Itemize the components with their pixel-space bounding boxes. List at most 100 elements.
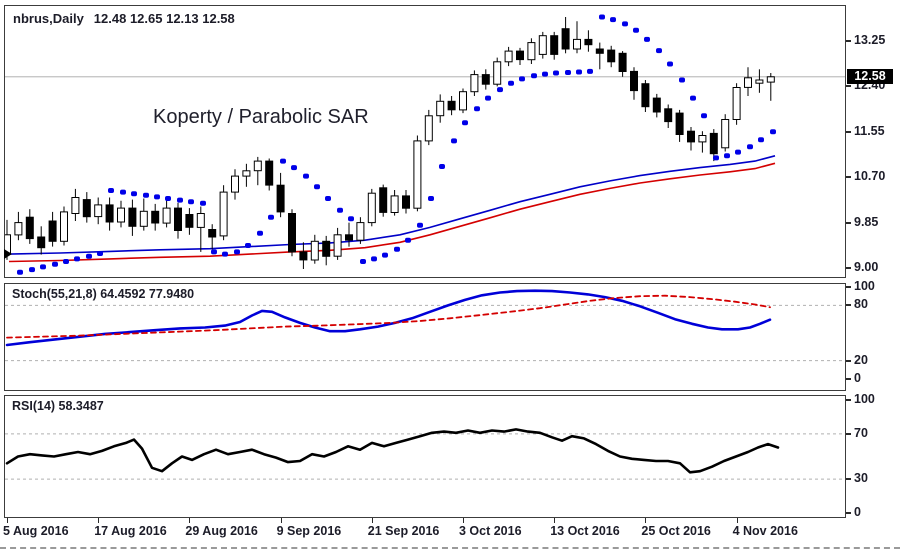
parabolic-sar-dot bbox=[701, 113, 707, 119]
parabolic-sar-dot bbox=[234, 249, 240, 255]
parabolic-sar-dot bbox=[610, 17, 616, 23]
date-tick bbox=[98, 518, 100, 523]
rsi-line bbox=[5, 428, 780, 474]
date-label: 25 Oct 2016 bbox=[641, 524, 711, 538]
candle bbox=[607, 45, 616, 68]
chart-begin-marker bbox=[4, 249, 12, 259]
parabolic-sar-dot bbox=[553, 70, 559, 76]
time-scale-axis[interactable]: 5 Aug 2016 17 Aug 2016 29 Aug 2016 9 Sep 20… bbox=[0, 518, 900, 546]
price-scale-label-tick bbox=[846, 266, 851, 269]
price-scale-label: 13.25 bbox=[854, 33, 886, 47]
candle bbox=[139, 198, 148, 231]
candle bbox=[698, 131, 707, 153]
candle bbox=[151, 203, 160, 231]
candle bbox=[117, 200, 125, 228]
date-tick bbox=[371, 518, 373, 523]
candle bbox=[516, 47, 524, 65]
candle bbox=[94, 197, 103, 225]
candle bbox=[390, 190, 399, 216]
price-scale-label: 9.00 bbox=[854, 259, 879, 274]
candle bbox=[14, 211, 23, 241]
stoch-scale-label-tick bbox=[846, 304, 851, 307]
stoch-scale-label-tick bbox=[846, 378, 851, 380]
price-scale-label-tick bbox=[846, 40, 851, 42]
candle bbox=[538, 31, 547, 59]
candle bbox=[105, 197, 114, 231]
current-price-tag: 12.58 bbox=[847, 68, 893, 84]
parabolic-sar-dot bbox=[405, 237, 411, 243]
date-label: 3 Oct 2016 bbox=[459, 524, 522, 538]
rsi-scale-label: 70 bbox=[854, 425, 868, 440]
parabolic-sar-dot bbox=[394, 246, 400, 252]
candle bbox=[162, 199, 171, 228]
parabolic-sar-dot bbox=[211, 249, 217, 255]
parabolic-sar-dot bbox=[108, 188, 114, 193]
candle bbox=[527, 38, 536, 64]
date-tick bbox=[7, 518, 8, 523]
date-label: 29 Aug 2016 bbox=[185, 524, 258, 538]
price-scale-label-tick bbox=[846, 221, 851, 224]
stoch-scale-label: 20 bbox=[854, 352, 868, 367]
candle bbox=[310, 234, 319, 264]
rsi-scale-label-tick bbox=[846, 399, 851, 401]
parabolic-sar-dot bbox=[245, 243, 251, 248]
envelope-lower-line bbox=[8, 162, 776, 263]
candle bbox=[356, 217, 365, 244]
candle bbox=[595, 42, 604, 70]
parabolic-sar-dot bbox=[97, 251, 103, 256]
chart-header: nbrus,Daily 12.48 12.65 12.13 12.58 bbox=[13, 11, 235, 26]
parabolic-sar-dot bbox=[143, 192, 149, 198]
price-scale-label-tick bbox=[846, 130, 851, 133]
candle bbox=[675, 109, 684, 142]
stoch-scale-label: 0 bbox=[854, 371, 861, 385]
price-scale-label-tick bbox=[846, 176, 851, 179]
candle bbox=[459, 88, 467, 114]
date-label: 21 Sep 2016 bbox=[367, 524, 440, 538]
candlestick-canvas[interactable] bbox=[5, 6, 845, 277]
rsi-scale-label-tick bbox=[846, 478, 851, 481]
parabolic-sar-dot bbox=[485, 95, 491, 101]
candle bbox=[709, 129, 718, 162]
parabolic-sar-dot bbox=[462, 120, 468, 126]
date-tick bbox=[189, 518, 191, 523]
stochastic-canvas[interactable] bbox=[5, 284, 845, 390]
parabolic-sar-dot bbox=[63, 259, 69, 264]
price-scale-axis[interactable]: 12.58 13.25 12.40 11.55 10.70 9.85 9.00 100 80 2… bbox=[845, 0, 900, 519]
pct-d-line bbox=[6, 294, 771, 339]
rsi-canvas[interactable] bbox=[5, 396, 845, 517]
candle bbox=[48, 211, 57, 247]
main-price-chart[interactable]: nbrus,Daily 12.48 12.65 12.13 12.58 Koper… bbox=[4, 5, 846, 278]
candle bbox=[744, 67, 752, 96]
date-tick bbox=[645, 518, 647, 523]
rsi-scale-label: 0 bbox=[854, 505, 861, 519]
candle bbox=[288, 209, 296, 257]
candle bbox=[424, 109, 433, 146]
candle bbox=[652, 93, 661, 118]
parabolic-sar-dot bbox=[497, 87, 503, 93]
candle bbox=[618, 51, 627, 77]
rsi-scale-label: 100 bbox=[854, 392, 875, 406]
parabolic-sar-dot bbox=[371, 256, 377, 262]
parabolic-sar-dot bbox=[758, 137, 764, 143]
rsi-label: RSI(14) 58.3487 bbox=[12, 399, 104, 413]
parabolic-sar-dot bbox=[177, 197, 183, 203]
candle bbox=[561, 17, 570, 54]
rsi-scale-label-tick bbox=[846, 512, 851, 514]
parabolic-sar-dot bbox=[325, 196, 331, 201]
candle bbox=[379, 184, 388, 217]
rsi-indicator-pane[interactable]: RSI(14) 58.3487 bbox=[4, 395, 846, 518]
parabolic-sar-dot bbox=[120, 189, 126, 195]
price-scale-label: 10.70 bbox=[854, 169, 886, 184]
parabolic-sar-dot bbox=[222, 251, 228, 257]
candle bbox=[71, 188, 80, 221]
parabolic-sar-dot bbox=[576, 69, 582, 75]
parabolic-sar-dot bbox=[633, 27, 639, 33]
stochastic-indicator-pane[interactable]: Stoch(55,21,8) 64.4592 77.9480 bbox=[4, 283, 846, 391]
parabolic-sar-dot bbox=[268, 214, 274, 220]
envelope-upper-line bbox=[8, 155, 776, 255]
parabolic-sar-dot bbox=[679, 77, 685, 83]
candle bbox=[584, 30, 593, 52]
parabolic-sar-dot bbox=[188, 199, 194, 205]
stoch-scale-label-tick bbox=[846, 359, 851, 362]
candle bbox=[265, 158, 274, 191]
